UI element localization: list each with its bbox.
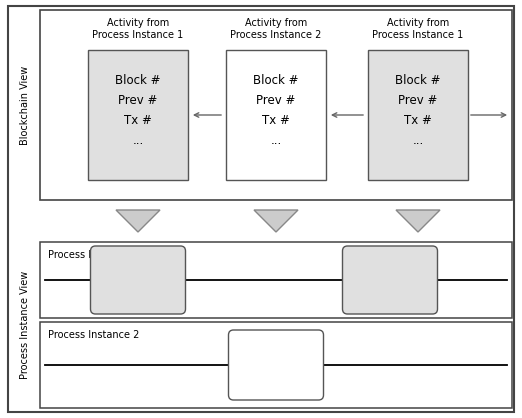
Text: Block #
Prev #
Tx #
...: Block # Prev # Tx # ... xyxy=(253,74,299,146)
Text: Process Instance 1: Process Instance 1 xyxy=(48,250,139,260)
Text: Process Instance 2: Process Instance 2 xyxy=(48,330,139,340)
Polygon shape xyxy=(396,210,440,232)
Text: Activity from
Process Instance 2: Activity from Process Instance 2 xyxy=(230,18,322,40)
Text: Block #
Prev #
Tx #
...: Block # Prev # Tx # ... xyxy=(115,74,161,146)
FancyBboxPatch shape xyxy=(90,246,185,314)
FancyBboxPatch shape xyxy=(342,246,437,314)
FancyBboxPatch shape xyxy=(368,50,468,180)
Text: Process Instance View: Process Instance View xyxy=(20,271,30,379)
Text: Activity from
Process Instance 1: Activity from Process Instance 1 xyxy=(372,18,464,40)
Polygon shape xyxy=(116,210,160,232)
Text: Block #
Prev #
Tx #
...: Block # Prev # Tx # ... xyxy=(395,74,441,146)
FancyBboxPatch shape xyxy=(226,50,326,180)
FancyBboxPatch shape xyxy=(229,330,324,400)
Polygon shape xyxy=(254,210,298,232)
Text: Blockchain View: Blockchain View xyxy=(20,65,30,145)
Text: Activity from
Process Instance 1: Activity from Process Instance 1 xyxy=(92,18,184,40)
FancyBboxPatch shape xyxy=(88,50,188,180)
